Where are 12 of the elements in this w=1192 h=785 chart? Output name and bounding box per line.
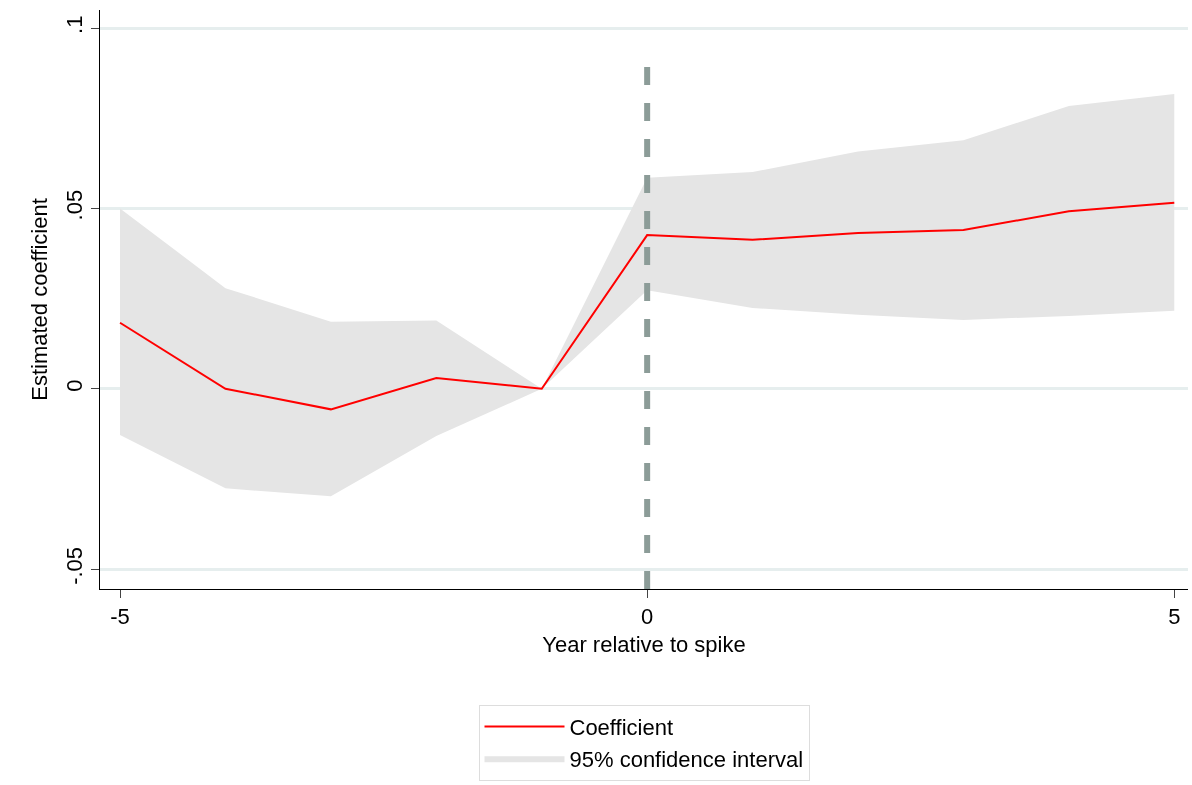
y-tick-label: -.05 [62, 546, 88, 585]
y-tick-label: 0 [62, 379, 88, 392]
line-series [119, 201, 1176, 411]
legend-label: Coefficient [569, 715, 674, 741]
x-tick-label: -5 [110, 604, 130, 630]
x-tick-label: 5 [1168, 604, 1181, 630]
text: 95% confidence interval [569, 746, 804, 772]
x-axis-title: Year relative to spike [542, 632, 746, 658]
y-tick-label: .05 [62, 189, 88, 221]
y-tick-label: .1 [62, 15, 88, 34]
y-axis-title: Estimated coefficient [27, 198, 52, 401]
x-tick-label: 0 [641, 604, 654, 630]
